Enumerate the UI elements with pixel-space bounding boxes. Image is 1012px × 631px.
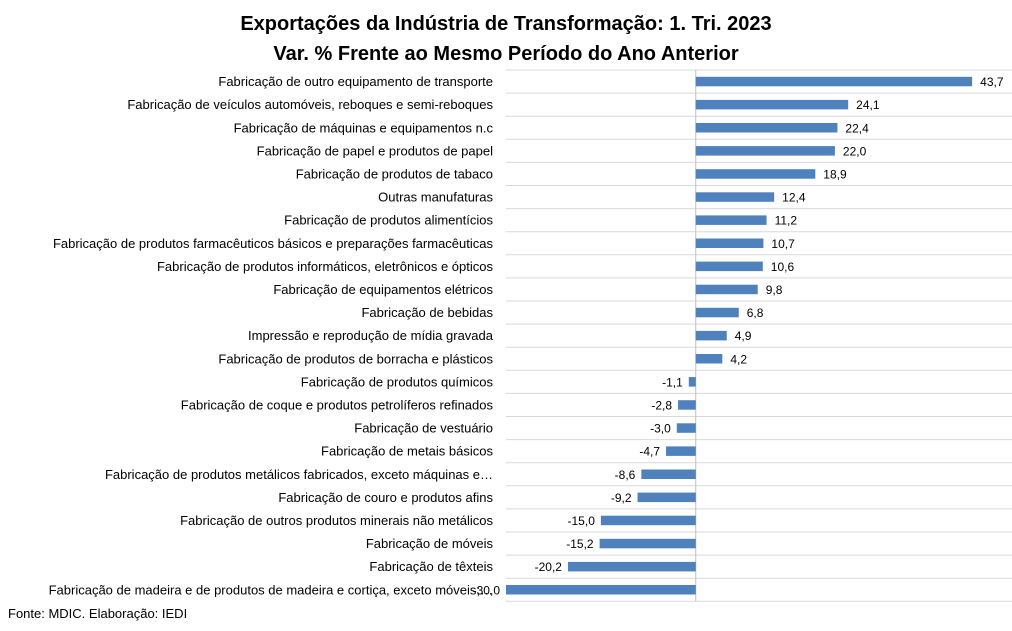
category-label: Fabricação de vestuário (354, 421, 493, 436)
data-label: 22,0 (843, 144, 867, 158)
bar (676, 423, 696, 433)
data-label: 24,1 (856, 98, 880, 112)
bar (695, 238, 764, 248)
category-label: Fabricação de produtos farmacêuticos bás… (53, 236, 494, 251)
data-label: -30,0 (473, 583, 501, 597)
category-label: Outras manufaturas (378, 190, 493, 205)
data-label: 11,2 (775, 214, 798, 228)
bar (666, 446, 696, 456)
category-label: Fabricação de produtos metálicos fabrica… (105, 467, 493, 482)
data-label: 22,4 (845, 121, 869, 135)
chart-subtitle: Var. % Frente ao Mesmo Período do Ano An… (273, 43, 739, 65)
bar (695, 284, 758, 295)
data-label: 18,9 (823, 167, 847, 181)
data-label: -2,8 (651, 398, 672, 412)
category-label: Fabricação de produtos de borracha e plá… (218, 351, 493, 366)
bar (695, 99, 849, 110)
category-label: Fabricação de outros produtos minerais n… (180, 513, 493, 528)
bar (695, 307, 739, 318)
category-label: Fabricação de bebidas (361, 305, 493, 320)
data-label: -3,0 (650, 422, 671, 436)
bar (695, 123, 838, 133)
bar (678, 400, 696, 410)
bar (695, 169, 816, 179)
category-label: Fabricação de equipamentos elétricos (273, 282, 493, 297)
category-label: Fabricação de produtos alimentícios (284, 213, 493, 228)
category-label: Impressão e reprodução de mídia gravada (248, 328, 494, 343)
bar (695, 261, 763, 272)
data-label: -8,6 (615, 468, 636, 482)
data-label: 6,8 (747, 306, 764, 320)
bar (695, 192, 775, 202)
bar (688, 377, 696, 387)
bar (599, 538, 696, 549)
data-label: 12,4 (782, 191, 806, 205)
bar (641, 469, 696, 479)
category-label: Fabricação de produtos de tabaco (296, 166, 493, 181)
bar (567, 561, 696, 572)
data-label: 4,9 (735, 329, 752, 343)
data-label: 43,7 (980, 75, 1004, 89)
bar (637, 492, 696, 503)
data-label: -15,2 (566, 537, 594, 551)
category-label: Fabricação de produtos químicos (301, 374, 494, 389)
category-label: Fabricação de máquinas e equipamentos n.… (234, 120, 494, 135)
bar (695, 330, 727, 341)
bar (695, 146, 835, 156)
data-label: 10,6 (771, 260, 795, 274)
bar (695, 215, 767, 225)
chart-title: Exportações da Indústria de Transformaçã… (240, 13, 772, 35)
bar (695, 354, 723, 364)
data-label: -4,7 (639, 445, 660, 459)
category-label: Fabricação de coque e produtos petrolífe… (181, 397, 494, 412)
category-label: Fabricação de produtos informáticos, ele… (157, 259, 494, 274)
data-label: -1,1 (662, 375, 683, 389)
category-label: Fabricação de couro e produtos afins (278, 490, 493, 505)
category-label: Fabricação de madeira e de produtos de m… (49, 582, 493, 597)
bar (600, 515, 696, 526)
data-label: -15,0 (568, 514, 596, 528)
bar (506, 585, 696, 595)
bar (695, 76, 973, 87)
source-note: Fonte: MDIC. Elaboração: IEDI (8, 606, 188, 621)
category-label: Fabricação de têxteis (369, 559, 493, 574)
data-label: -9,2 (611, 491, 632, 505)
category-label: Fabricação de papel e produtos de papel (257, 143, 493, 158)
category-label: Fabricação de metais básicos (321, 444, 493, 459)
category-label: Fabricação de móveis (366, 536, 494, 551)
data-label: -20,2 (535, 560, 563, 574)
data-label: 4,2 (730, 352, 747, 366)
category-label: Fabricação de veículos automóveis, reboq… (127, 97, 493, 112)
category-label: Fabricação de outro equipamento de trans… (218, 74, 493, 89)
data-label: 9,8 (766, 283, 783, 297)
data-label: 10,7 (771, 237, 795, 251)
